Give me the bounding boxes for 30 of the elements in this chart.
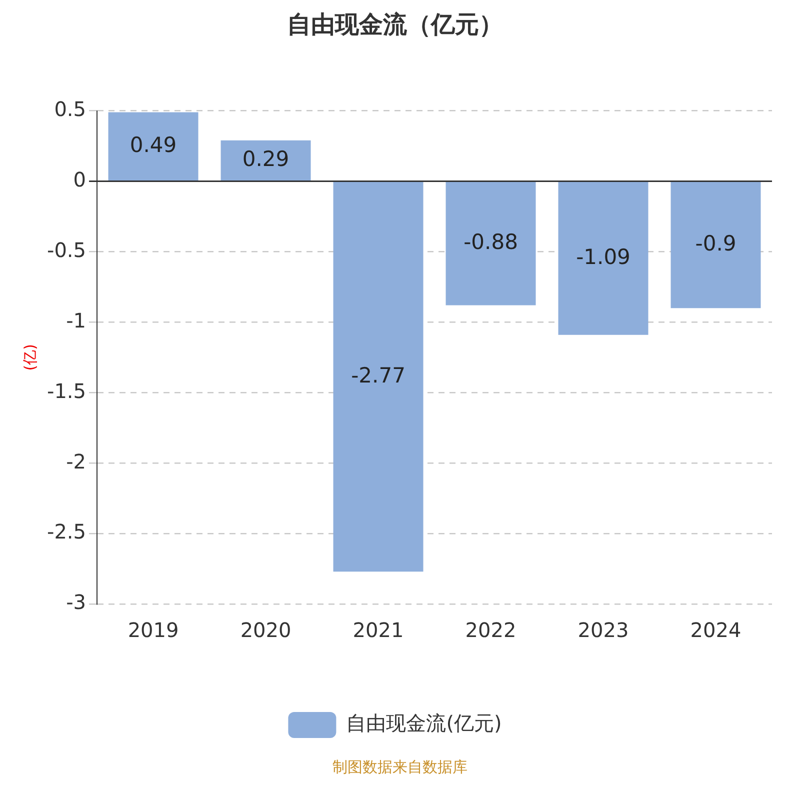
x-tick-label: 2023: [578, 618, 629, 642]
y-tick-label: -1: [66, 308, 86, 332]
y-tick-label: -0.5: [46, 238, 86, 262]
y-tick-label: -2: [66, 449, 86, 474]
y-tick-label: -2.5: [46, 520, 86, 544]
bar: [558, 182, 648, 335]
data-label: -0.9: [695, 231, 736, 256]
legend-label: 自由现金流(亿元): [346, 711, 502, 736]
x-tick-label: 2021: [352, 618, 404, 642]
x-tick-label: 2022: [465, 618, 516, 642]
y-tick-label: 0.5: [54, 97, 86, 122]
data-label: -2.77: [351, 363, 406, 388]
text: 制图数据来自数据库: [332, 758, 468, 777]
y-tick-label: -3: [66, 590, 86, 614]
x-tick-label: 2024: [690, 618, 742, 642]
bar: [220, 140, 311, 181]
bar: [446, 182, 536, 306]
bar: [333, 182, 424, 572]
y-tick-label: 0: [73, 167, 86, 192]
data-label: -0.88: [464, 230, 518, 254]
y-axis-title: (亿): [20, 344, 39, 371]
data-label: -1.09: [576, 244, 630, 269]
data-label: 0.29: [242, 146, 290, 171]
x-tick-label: 2020: [240, 618, 292, 642]
x-tick-label: 2019: [128, 618, 179, 642]
data-label: 0.49: [130, 132, 177, 157]
bar: [670, 182, 761, 308]
y-tick-label: -1.5: [46, 378, 86, 403]
bar: [108, 112, 198, 181]
chart-title: 自由现金流（亿元）: [287, 10, 503, 39]
